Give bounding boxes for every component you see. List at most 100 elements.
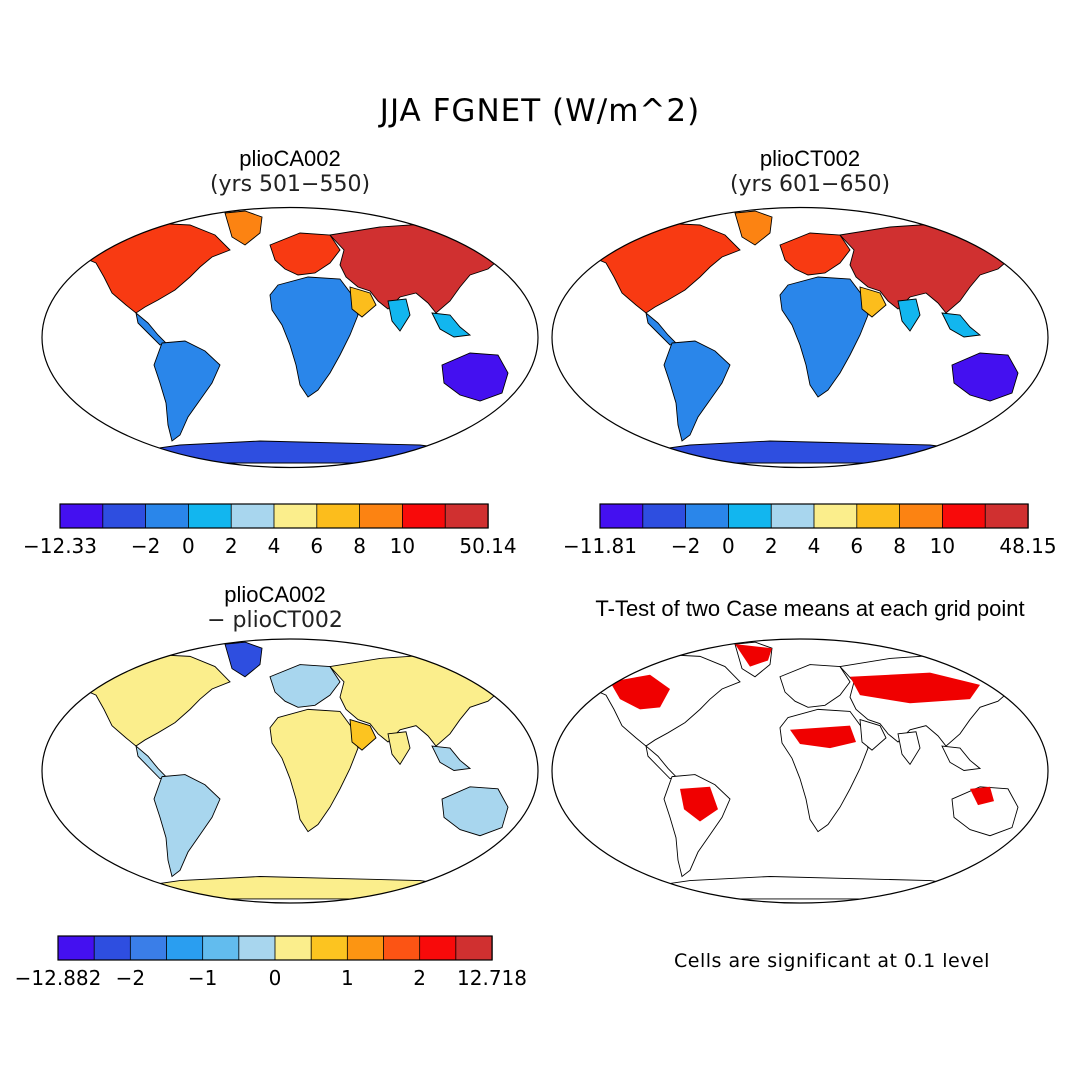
colorbar-frame xyxy=(57,935,493,961)
significance-region xyxy=(680,786,718,822)
colorbar-swatch xyxy=(316,503,361,529)
panel-title-diff: plioCA002 − plioCT002 xyxy=(25,582,525,634)
colorbar-tick-label: 8 xyxy=(893,534,906,558)
colorbar-ct: −11.81 −2 0 2 4 6 8 10 48.15 xyxy=(563,503,1057,564)
panel-diff-case-name: plioCA002 xyxy=(224,582,326,607)
colorbar-diff-labels: −12.882 −2 −1 0 1 2 12.718 xyxy=(15,966,527,992)
colorbar-swatch xyxy=(383,935,421,961)
colorbar-swatch xyxy=(401,503,446,529)
landmass-india xyxy=(897,731,921,766)
significance-region xyxy=(970,786,994,806)
colorbar-tick-label: −2 xyxy=(670,534,701,558)
significance-region xyxy=(610,674,670,710)
colorbar-frame xyxy=(599,503,1029,529)
map-ct-boundary xyxy=(551,206,1049,469)
colorbar-tick-label: 8 xyxy=(353,534,366,558)
colorbar-tick-label: 10 xyxy=(389,534,416,558)
landmass-india xyxy=(897,298,921,332)
colorbar-swatch xyxy=(642,503,687,529)
colorbar-tick-label: 10 xyxy=(929,534,956,558)
colorbar-tick-label: 4 xyxy=(807,534,821,558)
colorbar-diff-swatches xyxy=(57,935,493,961)
colorbar-swatch xyxy=(727,503,772,529)
colorbar-swatch xyxy=(770,503,815,529)
panel-diff-minus-case: − plioCT002 xyxy=(207,608,343,633)
panel-ca-case-name: plioCA002 xyxy=(239,146,341,171)
colorbar-swatch xyxy=(274,935,312,961)
colorbar-tick-label: 50.14 xyxy=(459,534,517,558)
colorbar-ca-labels: −12.33 −2 0 2 4 6 8 10 50.14 xyxy=(23,534,517,560)
colorbar-swatch xyxy=(856,503,901,529)
landmass-arabia xyxy=(349,286,377,318)
colorbar-swatch xyxy=(57,935,95,961)
colorbar-swatch xyxy=(813,503,858,529)
colorbar-tick-label: −1 xyxy=(187,966,218,990)
landmass-arabia xyxy=(349,718,377,751)
landmass-antarctica xyxy=(579,440,1021,464)
map-ct-fields xyxy=(579,210,1021,464)
landmass-southAmerica xyxy=(153,340,221,442)
colorbar-swatch xyxy=(59,503,104,529)
landmass-southAmerica xyxy=(663,340,731,442)
landmass-europe xyxy=(779,232,851,276)
landmass-antarctica xyxy=(579,876,1021,900)
colorbar-swatch xyxy=(599,503,644,529)
colorbar-ca-swatches xyxy=(59,503,489,529)
map-diff xyxy=(41,638,539,904)
significance-region xyxy=(735,644,772,667)
landmass-seAsia xyxy=(431,312,472,338)
landmass-centralAm xyxy=(645,744,677,780)
colorbar-tick-label: 0 xyxy=(722,534,735,558)
panel-ct-case-name: plioCT002 xyxy=(759,146,861,171)
map-ttest xyxy=(551,638,1049,904)
colorbar-tick-label: −2 xyxy=(130,534,161,558)
map-diff-fields xyxy=(69,641,511,900)
panel-ca-years: (yrs 501−550) xyxy=(209,172,371,197)
colorbar-ca: −12.33 −2 0 2 4 6 8 10 50.14 xyxy=(23,503,517,564)
landmass-europe xyxy=(269,232,341,276)
colorbar-tick-label: 2 xyxy=(764,534,778,558)
landmass-arabia xyxy=(859,718,887,751)
landmass-australia xyxy=(951,352,1019,402)
landmass-centralAm xyxy=(135,744,167,780)
landmass-india xyxy=(387,731,411,766)
colorbar-tick-label: 48.15 xyxy=(999,534,1057,558)
landmass-greenland xyxy=(224,641,263,678)
colorbar-swatch xyxy=(145,503,190,529)
colorbar-swatch xyxy=(444,503,489,529)
panel-title-ttest: T-Test of two Case means at each grid po… xyxy=(560,596,1060,622)
landmass-africa xyxy=(269,276,359,398)
colorbar-ct-swatches xyxy=(599,503,1029,529)
colorbar-swatch xyxy=(346,935,385,961)
colorbar-tick-label: 1 xyxy=(340,966,354,990)
landmass-arabia xyxy=(859,286,887,318)
colorbar-swatch xyxy=(273,503,318,529)
landmass-centralAm xyxy=(645,311,677,346)
colorbar-tick-label: −11.81 xyxy=(562,534,638,558)
colorbar-tick-label: 6 xyxy=(850,534,864,558)
landmass-africa xyxy=(779,276,869,398)
colorbar-swatch xyxy=(941,503,986,529)
colorbar-swatch xyxy=(129,935,168,961)
landmass-seAsia xyxy=(941,745,982,771)
map-diff-boundary xyxy=(41,638,539,904)
landmass-northAmerica xyxy=(69,222,231,314)
figure-title: JJA FGNET (W/m^2) xyxy=(379,93,701,129)
colorbar-swatch xyxy=(984,503,1029,529)
landmass-europe xyxy=(269,664,341,708)
significance-region xyxy=(790,725,856,749)
landmass-northAmerica xyxy=(69,653,231,747)
colorbar-swatch xyxy=(202,935,240,961)
landmass-centralAm xyxy=(135,311,167,346)
landmass-europe xyxy=(779,664,851,708)
colorbar-swatch xyxy=(230,503,275,529)
colorbar-swatch xyxy=(359,503,404,529)
panel-title-ca: plioCA002 (yrs 501−550) xyxy=(40,146,540,198)
colorbar-tick-label: 4 xyxy=(267,534,281,558)
colorbar-diff: −12.882 −2 −1 0 1 2 12.718 xyxy=(15,935,527,996)
significance-region xyxy=(850,672,980,704)
map-ca-fields xyxy=(69,210,511,464)
significance-note: Cells are significant at 0.1 level xyxy=(674,950,990,972)
landmass-greenland xyxy=(224,210,263,246)
colorbar-swatch xyxy=(93,935,132,961)
